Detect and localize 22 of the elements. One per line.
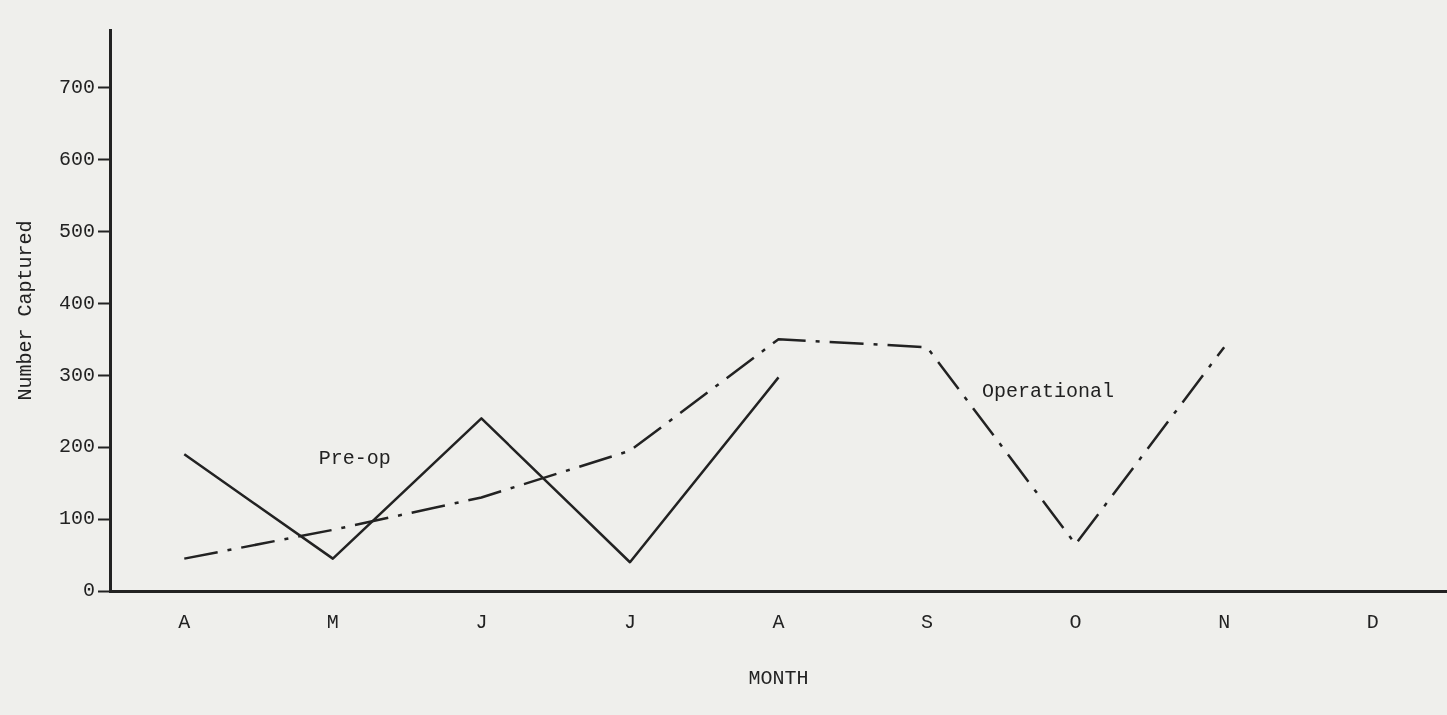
y-tick-label: 600 bbox=[58, 147, 96, 171]
x-tick-label: O bbox=[1069, 611, 1082, 635]
series-label: Pre-op bbox=[318, 446, 391, 470]
x-tick-label: A bbox=[178, 611, 191, 635]
x-tick-label: J bbox=[475, 611, 488, 635]
y-tick-label: 400 bbox=[58, 291, 96, 315]
x-axis-title: MONTH bbox=[748, 667, 809, 691]
y-tick-label: 100 bbox=[58, 507, 96, 531]
y-tick-label: 0 bbox=[82, 579, 96, 603]
x-tick-label: S bbox=[921, 611, 934, 635]
line-series bbox=[183, 338, 1226, 560]
x-tick-label: D bbox=[1366, 611, 1379, 635]
x-tick-label: A bbox=[772, 611, 785, 635]
y-tick-label: 500 bbox=[58, 219, 96, 243]
x-tick-label: J bbox=[623, 611, 636, 635]
series-label: Operational bbox=[982, 380, 1115, 404]
y-tick-label: 200 bbox=[58, 435, 96, 459]
y-tick-label: 300 bbox=[58, 363, 96, 387]
y-tick-label: 700 bbox=[58, 75, 96, 99]
y-axis-title: Number Captured bbox=[14, 220, 38, 401]
x-tick-label: M bbox=[326, 611, 339, 635]
x-tick-label: N bbox=[1218, 611, 1231, 635]
